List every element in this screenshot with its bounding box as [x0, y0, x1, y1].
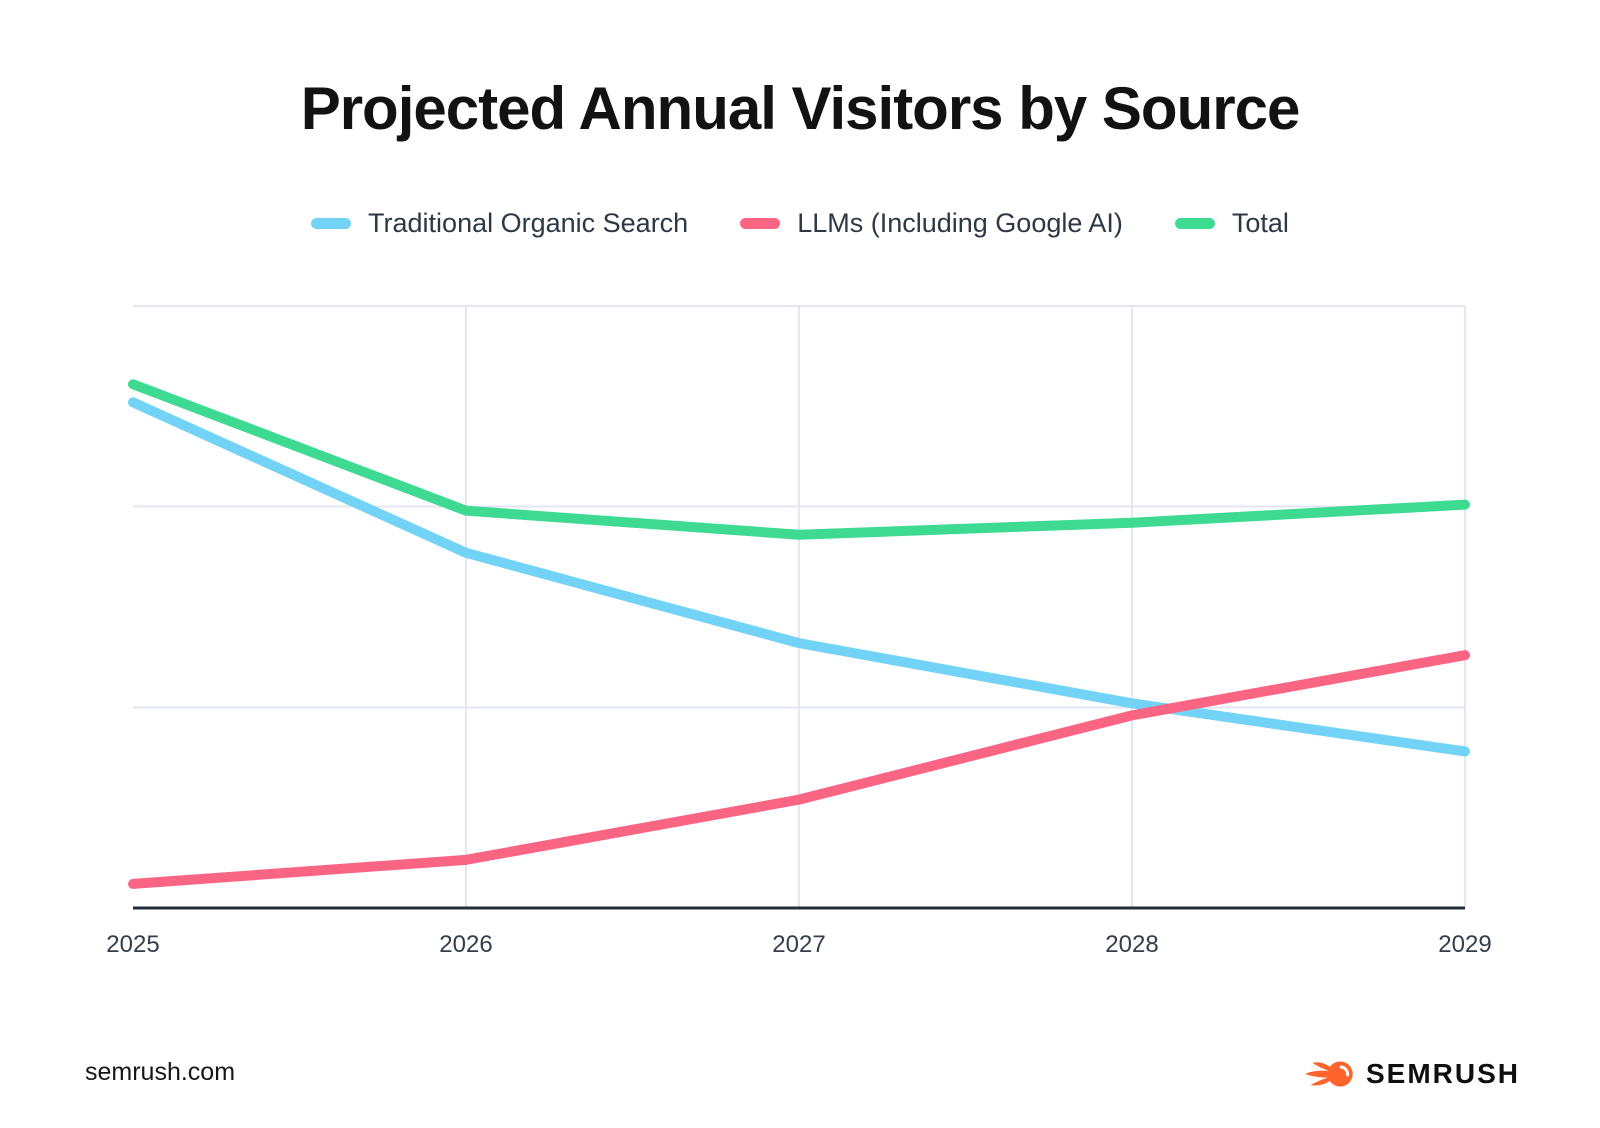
x-axis-label: 2028	[1105, 931, 1158, 958]
x-axis-label: 2027	[772, 931, 825, 958]
legend: Traditional Organic Search LLMs (Includi…	[0, 208, 1600, 239]
x-axis-label: 2029	[1438, 931, 1491, 958]
x-axis-label: 2026	[439, 931, 492, 958]
semrush-flame-icon	[1304, 1061, 1353, 1087]
source-attribution: semrush.com	[85, 1058, 236, 1086]
semrush-logo: SEMRUSH	[1304, 1058, 1520, 1090]
legend-item-llms: LLMs (Including Google AI)	[740, 208, 1123, 239]
legend-label-organic: Traditional Organic Search	[368, 208, 689, 238]
series-line-traditional-organic-search	[128, 397, 1470, 757]
logo-highlight	[1339, 1065, 1350, 1077]
semrush-logo-text: SEMRUSH	[1365, 1058, 1520, 1089]
legend-label-total: Total	[1231, 208, 1289, 238]
series-line-total	[128, 379, 1470, 540]
legend-item-total: Total	[1174, 208, 1289, 239]
legend-swatch-organic	[311, 218, 352, 229]
legend-swatch-llms	[740, 218, 781, 229]
x-axis-label: 2025	[106, 931, 159, 958]
legend-item-organic: Traditional Organic Search	[311, 208, 688, 239]
legend-label-llms: LLMs (Including Google AI)	[797, 208, 1123, 238]
chart-title: Projected Annual Visitors by Source	[300, 75, 1301, 142]
series-line-llms-including-google-ai	[128, 650, 1470, 889]
legend-swatch-total	[1174, 218, 1215, 229]
